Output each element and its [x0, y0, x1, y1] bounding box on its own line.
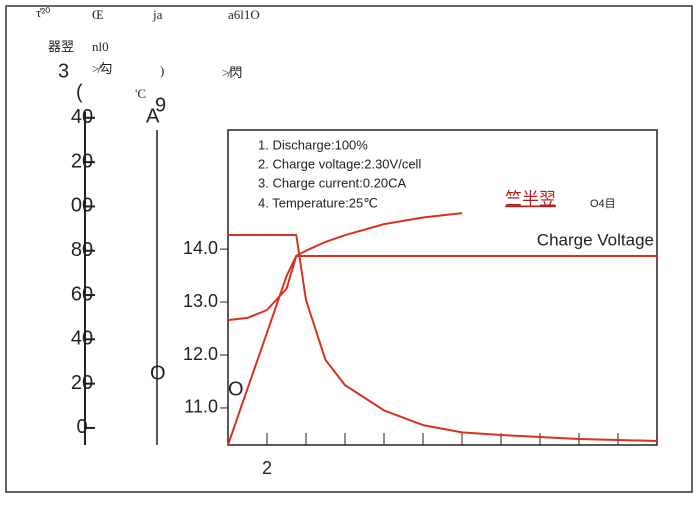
glyph: 器翌 [48, 39, 74, 54]
glyph: 9 [155, 94, 166, 116]
glyph: O [228, 378, 244, 400]
y-tick-label: 12.0 [183, 344, 218, 364]
glyph: ( [76, 81, 83, 103]
y-tick-label: 14.0 [183, 238, 218, 258]
series-line [227, 212, 463, 446]
annotation: 竺半翌 [505, 189, 556, 208]
y2-tick-label: 0 [76, 416, 87, 438]
glyph: nl0 [92, 39, 109, 54]
y2-tick-label: 00 [71, 195, 93, 217]
series-line [227, 255, 657, 322]
annotation: Charge Voltage [537, 230, 654, 249]
x-tick-label: 2 [262, 458, 272, 478]
glyph: a6l1O [228, 7, 260, 22]
y2-tick-label: 40 [71, 106, 93, 128]
y-tick-label: 11.0 [184, 397, 218, 417]
glyph: τ̊²⁰ [36, 5, 50, 20]
annotation: O4目 [590, 198, 616, 210]
note: 3. Charge current:0.20CA [258, 175, 406, 190]
glyph: O [150, 362, 166, 384]
glyph: ) [160, 63, 164, 78]
note: 4. Temperature:25℃ [258, 195, 378, 210]
glyph: Œ [92, 7, 104, 22]
y2-tick-label: 20 [71, 150, 93, 172]
glyph: ≯閃 [222, 65, 242, 80]
glyph: ≯勾 [92, 61, 112, 76]
note: 2. Charge voltage:2.30V/cell [258, 156, 421, 171]
y2-tick-label: 40 [71, 328, 93, 350]
y2-tick-label: 80 [71, 239, 93, 261]
y2-tick-label: 60 [71, 283, 93, 305]
glyph: 3 [58, 60, 69, 82]
glyph: A [146, 105, 160, 127]
glyph: 'C [135, 86, 146, 101]
y2-tick-label: 20 [71, 372, 93, 394]
page-frame [5, 5, 693, 493]
y-tick-label: 13.0 [183, 291, 218, 311]
glyph: ja [152, 7, 163, 22]
plot-frame [227, 129, 658, 446]
note: 1. Discharge:100% [258, 137, 368, 152]
series-line [228, 234, 658, 442]
